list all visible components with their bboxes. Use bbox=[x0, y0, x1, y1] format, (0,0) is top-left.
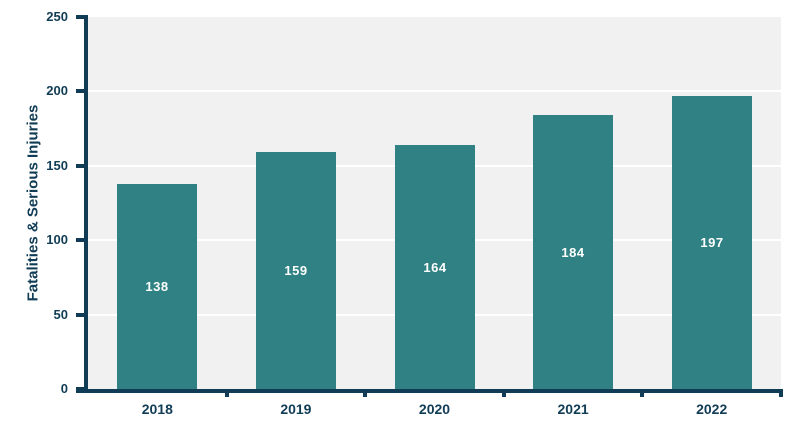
y-tick-label-0: 0 bbox=[60, 381, 68, 396]
bar-2020: 164 bbox=[395, 145, 475, 389]
x-tick-5 bbox=[779, 389, 783, 397]
y-tick-label-250: 250 bbox=[46, 9, 68, 24]
y-tick-150 bbox=[76, 163, 88, 168]
y-tick-250 bbox=[76, 15, 88, 19]
x-tick-1 bbox=[224, 389, 229, 397]
x-category-label-2022: 2022 bbox=[696, 401, 728, 417]
bar-value-label-2022: 197 bbox=[700, 234, 724, 250]
y-tick-100 bbox=[76, 238, 88, 243]
y-tick-50 bbox=[76, 312, 88, 317]
x-tick-4 bbox=[640, 389, 645, 397]
bar-2019: 159 bbox=[256, 152, 336, 389]
bar-2018: 138 bbox=[117, 183, 197, 389]
x-category-label-2018: 2018 bbox=[141, 401, 173, 417]
plot-area: 138 159 164 184 197 bbox=[88, 17, 781, 389]
y-axis-line bbox=[84, 15, 88, 393]
bar-value-label-2019: 159 bbox=[284, 263, 308, 279]
y-tick-0 bbox=[76, 387, 88, 391]
x-tick-3 bbox=[501, 389, 506, 397]
y-tick-label-50: 50 bbox=[53, 306, 68, 322]
y-tick-label-200: 200 bbox=[46, 83, 68, 99]
bar-value-label-2018: 138 bbox=[145, 278, 169, 294]
x-tick-2 bbox=[363, 389, 368, 397]
bar-value-label-2020: 164 bbox=[423, 259, 447, 275]
x-axis-line bbox=[76, 389, 781, 393]
y-tick-label-100: 100 bbox=[46, 232, 68, 248]
y-tick-200 bbox=[76, 89, 88, 94]
y-axis-title: Fatalities & Serious Injuries bbox=[24, 104, 42, 302]
y-tick-label-150: 150 bbox=[46, 157, 68, 173]
bar-2022: 197 bbox=[672, 95, 752, 389]
gridline-200 bbox=[88, 90, 781, 93]
bar-2021: 184 bbox=[533, 115, 613, 389]
bar-value-label-2021: 184 bbox=[561, 244, 585, 260]
x-category-label-2020: 2020 bbox=[418, 401, 451, 417]
x-category-label-2021: 2021 bbox=[557, 401, 589, 417]
x-category-label-2019: 2019 bbox=[280, 401, 312, 417]
